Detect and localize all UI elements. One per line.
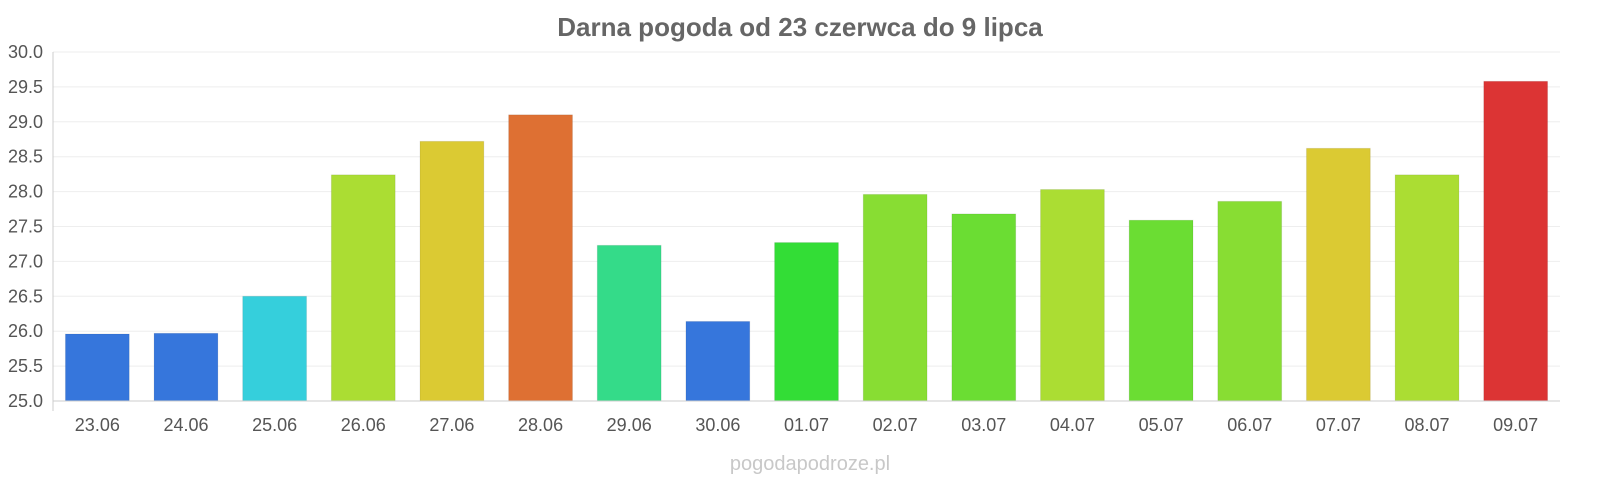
- bar-09.07: [1483, 80, 1549, 402]
- bar-06.07: [1217, 200, 1283, 402]
- x-tick-label: 28.06: [518, 415, 563, 435]
- x-tick-label: 26.06: [341, 415, 386, 435]
- bar-07.07: [1305, 147, 1371, 402]
- chart-title: Darna pogoda od 23 czerwca do 9 lipca: [557, 12, 1043, 42]
- y-tick-label: 26.5: [8, 286, 43, 306]
- y-axis: 25.0 25.5 26.0 26.5 27.0 27.5 28.0 28.5 29.0 29.5…: [8, 42, 54, 411]
- watermark: pogodapodroze.pl: [730, 453, 890, 475]
- bar-29.06: [596, 244, 662, 402]
- bar-04.07: [1040, 189, 1105, 402]
- x-tick-label: 30.06: [695, 415, 740, 435]
- bar-26.06: [330, 174, 396, 402]
- bars: [64, 80, 1549, 402]
- x-tick-label: 25.06: [252, 415, 297, 435]
- y-tick-label: 28.0: [8, 182, 43, 202]
- x-tick-label: 23.06: [75, 415, 120, 435]
- bar-25.06: [242, 295, 308, 402]
- x-tick-label: 01.07: [784, 415, 829, 435]
- x-tick-label: 04.07: [1050, 415, 1095, 435]
- x-tick-label: 24.06: [163, 415, 208, 435]
- bar-27.06: [419, 140, 485, 402]
- y-tick-label: 28.5: [8, 147, 43, 167]
- y-tick-label: 25.5: [8, 356, 43, 376]
- x-axis: 23.06 24.06 25.06 26.06 27.06 28.06 29.06 30.06…: [53, 400, 1560, 435]
- x-tick-label: 06.07: [1227, 415, 1272, 435]
- bar-23.06: [64, 333, 130, 402]
- y-tick-label: 29.0: [8, 112, 43, 132]
- bar-28.06: [508, 114, 573, 402]
- bar-24.06: [153, 332, 219, 402]
- y-tick-label: 30.0: [8, 42, 43, 62]
- bar-03.07: [951, 213, 1017, 402]
- y-tick-label: 27.0: [8, 251, 43, 271]
- bar-08.07: [1394, 174, 1460, 402]
- y-tick-label: 25.0: [8, 391, 43, 411]
- x-tick-label: 07.07: [1316, 415, 1361, 435]
- x-tick-label: 08.07: [1405, 415, 1450, 435]
- x-tick-label: 05.07: [1139, 415, 1184, 435]
- bar-01.07: [774, 242, 839, 402]
- x-tick-label: 09.07: [1493, 415, 1538, 435]
- x-tick-label: 03.07: [961, 415, 1006, 435]
- y-tick-label: 29.5: [8, 77, 43, 97]
- bar-30.06: [685, 320, 751, 402]
- y-tick-label: 26.0: [8, 321, 43, 341]
- x-tick-label: 27.06: [429, 415, 474, 435]
- y-tick-label: 27.5: [8, 217, 43, 237]
- x-tick-label: 29.06: [607, 415, 652, 435]
- bar-02.07: [862, 193, 928, 402]
- bar-05.07: [1128, 219, 1194, 402]
- x-tick-label: 02.07: [873, 415, 918, 435]
